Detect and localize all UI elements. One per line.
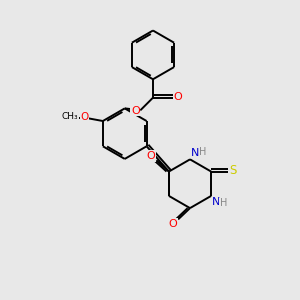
Text: O: O [147, 151, 155, 161]
Text: N: N [212, 197, 221, 208]
Text: O: O [131, 106, 140, 116]
Text: H: H [220, 198, 227, 208]
Text: H: H [199, 147, 206, 157]
Text: CH₃: CH₃ [61, 112, 78, 122]
Text: O: O [80, 112, 88, 122]
Text: S: S [230, 164, 237, 178]
Text: O: O [168, 219, 177, 229]
Text: N: N [191, 148, 200, 158]
Text: O: O [174, 92, 182, 101]
